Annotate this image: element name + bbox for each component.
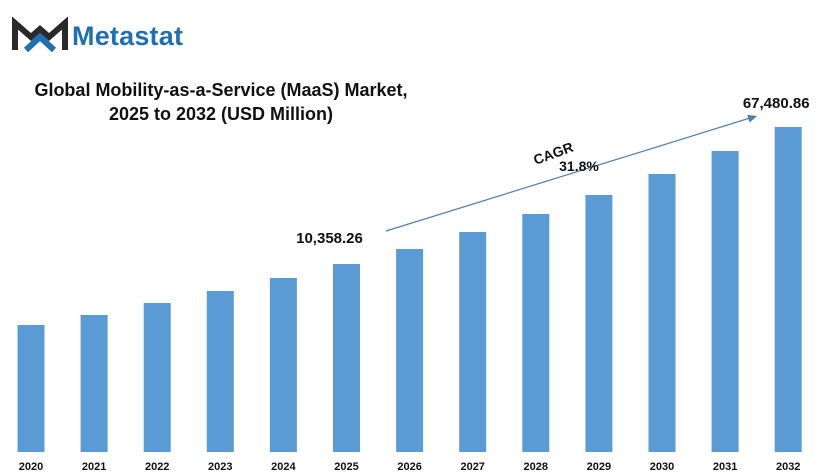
x-tick-label-2021: 2021 <box>82 461 106 473</box>
x-tick-label-2024: 2024 <box>271 461 296 473</box>
data-label-2032: 67,480.86 <box>743 95 810 112</box>
bar-2031 <box>711 151 739 452</box>
bar-2028 <box>522 214 550 452</box>
x-tick-label-2023: 2023 <box>208 461 232 473</box>
bar-2021 <box>80 315 108 452</box>
bar-2027 <box>459 232 487 452</box>
bar-2030 <box>648 174 676 452</box>
bar-2024 <box>269 278 297 452</box>
metastat-logo-icon <box>12 17 68 53</box>
chart-title: Global Mobility-as-a-Service (MaaS) Mark… <box>20 78 422 126</box>
x-tick-label-2029: 2029 <box>587 461 611 473</box>
x-tick-label-2022: 2022 <box>145 461 169 473</box>
bar-2020 <box>17 325 45 452</box>
x-tick-label-2020: 2020 <box>19 461 43 473</box>
x-tick-label-2026: 2026 <box>397 461 421 473</box>
x-tick-label-2030: 2030 <box>650 461 674 473</box>
bar-2022 <box>143 303 171 452</box>
x-tick-label-2025: 2025 <box>334 461 358 473</box>
cagr-arrow-line <box>385 117 751 232</box>
chart-title-line-1: Global Mobility-as-a-Service (MaaS) Mark… <box>34 80 408 100</box>
cagr-arrow-head <box>747 114 757 123</box>
x-tick-label-2031: 2031 <box>713 461 737 473</box>
cagr-value: 31.8% <box>559 158 599 174</box>
bar-2032 <box>774 127 802 452</box>
x-tick-label-2032: 2032 <box>776 461 800 473</box>
data-label-2025: 10,358.26 <box>296 230 363 247</box>
brand-logo: Metastat <box>12 17 183 55</box>
bar-2026 <box>396 249 424 452</box>
x-tick-label-2027: 2027 <box>460 461 484 473</box>
bar-2029 <box>585 195 613 452</box>
x-tick-label-2028: 2028 <box>524 461 548 473</box>
bar-2023 <box>206 291 234 452</box>
brand-name: Metastat <box>72 20 184 51</box>
bar-2025 <box>333 264 360 452</box>
chart-title-line-2: 2025 to 2032 (USD Million) <box>108 104 334 124</box>
